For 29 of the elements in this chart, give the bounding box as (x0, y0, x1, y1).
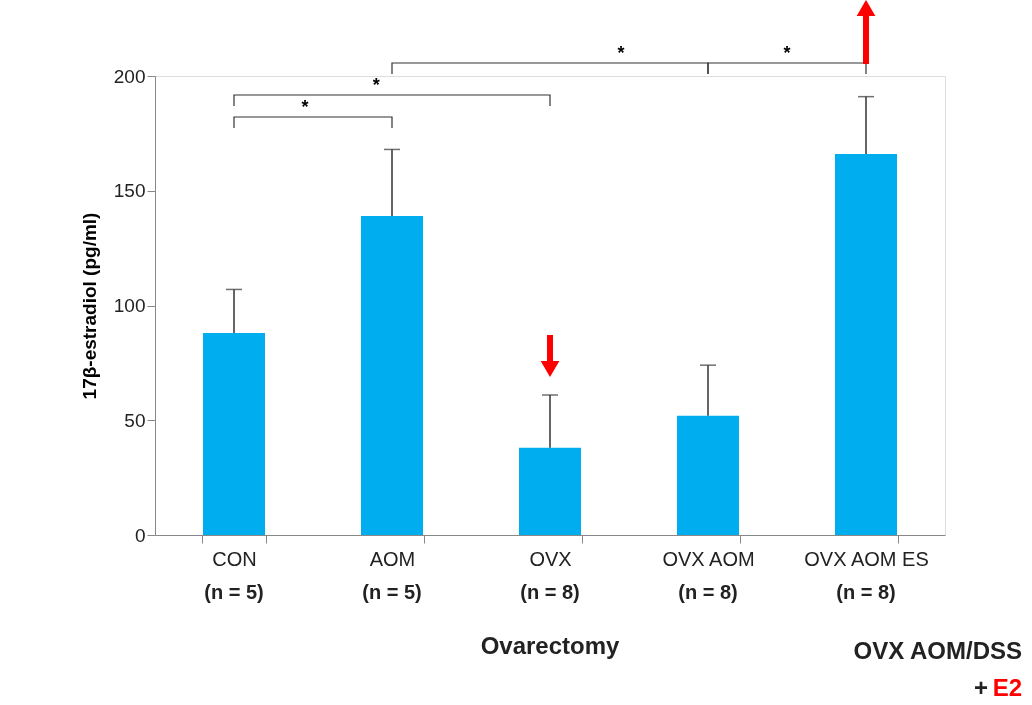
text: E2 (992, 674, 1022, 701)
text: (n = 5) (362, 581, 422, 603)
y-tick-label: 50 (124, 409, 146, 431)
x-tick-label: OVX (529, 547, 572, 570)
x-tick-label: OVX AOM (662, 547, 755, 570)
text: (n = 8) (836, 581, 896, 603)
annotation: * (372, 75, 380, 95)
y-tick-label: 200 (113, 65, 146, 87)
text: * (617, 43, 625, 63)
y-tick-label: 150 (113, 180, 146, 202)
text: * (783, 43, 791, 63)
text: Ovarectomy (480, 632, 621, 659)
annotation: * (301, 97, 309, 117)
y-axis-title: 17β-estradiol (pg/ml) (78, 212, 100, 400)
y-tick-label: 0 (134, 524, 146, 546)
bar (203, 333, 265, 535)
text: (n = 5) (204, 581, 264, 603)
bar (835, 154, 897, 535)
x-tick-label: AOM (369, 547, 416, 570)
bar (361, 216, 423, 535)
x-tick-label: CON (212, 547, 257, 570)
y-tick-label: 100 (113, 295, 146, 316)
x-tick-label: OVX AOM ES (804, 547, 929, 570)
text: (n = 8) (520, 581, 580, 603)
bar (677, 415, 739, 535)
text: (n = 8) (678, 581, 738, 603)
text: OVX AOM/DSS (853, 637, 1022, 664)
text: + (973, 674, 988, 701)
bar (519, 447, 581, 535)
